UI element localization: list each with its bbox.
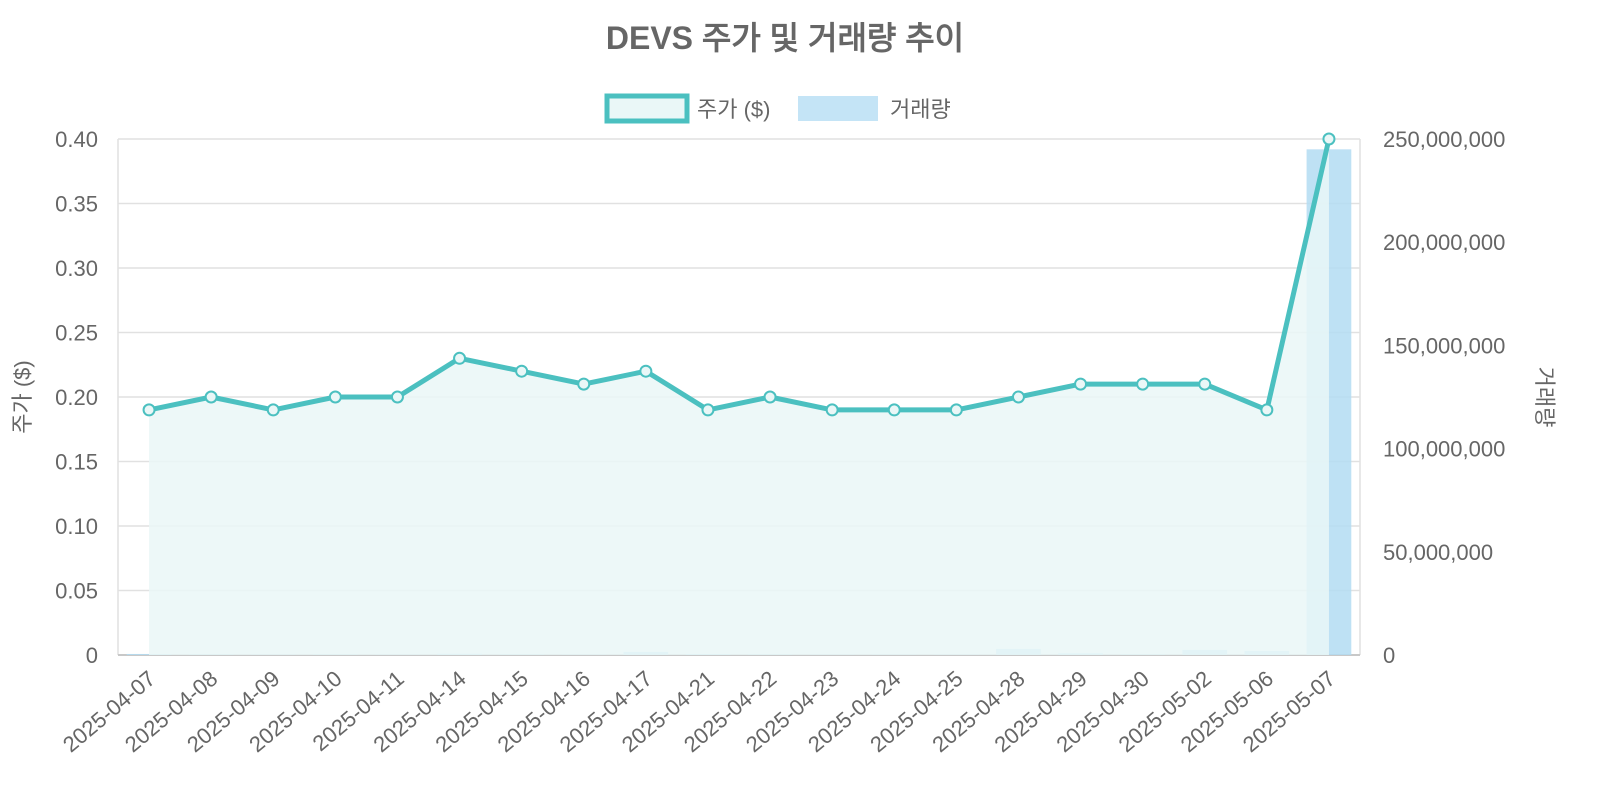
legend-swatch-price [604,93,690,124]
y-axis-right-title: 거래량 [1532,367,1557,428]
y-left-tick-label: 0.15 [55,450,98,475]
price-point [1260,403,1274,417]
legend-label-price: 주가 ($) [697,97,770,122]
price-point [142,403,156,417]
y-left-tick-label: 0.10 [55,514,98,539]
y-left-tick-label: 0.35 [55,192,98,217]
price-point [1011,390,1025,404]
price-point [949,403,963,417]
y-left-tick-label: 0 [86,643,98,668]
chart-title: DEVS 주가 및 거래량 추이 [606,20,964,56]
y-left-tick-label: 0.05 [55,579,98,604]
price-point [1074,377,1088,391]
price-point [1198,377,1212,391]
price-point [763,390,777,404]
price-point [1136,377,1150,391]
price-point [453,351,467,365]
price-area-fill [149,139,1329,655]
price-point [266,403,280,417]
price-point [328,390,342,404]
price-point [887,403,901,417]
price-point [639,364,653,378]
price-point [577,377,591,391]
y-right-tick-label: 100,000,000 [1383,437,1505,462]
legend-label-volume: 거래량 [890,97,951,122]
y-left-tick-label: 0.25 [55,321,98,346]
y-right-tick-label: 150,000,000 [1383,333,1505,358]
price-point [204,390,218,404]
y-right-tick-label: 250,000,000 [1383,127,1505,152]
y-left-tick-label: 0.30 [55,256,98,281]
price-line [148,138,1332,413]
price-point [515,364,529,378]
legend-swatch-volume [798,96,878,121]
price-point [1322,132,1336,146]
y-right-tick-label: 200,000,000 [1383,230,1505,255]
price-point [390,390,404,404]
y-axis-left-title: 주가 ($) [10,360,35,433]
price-point [701,403,715,417]
y-right-tick-label: 0 [1383,643,1395,668]
y-left-tick-label: 0.20 [55,385,98,410]
y-left-tick-label: 0.40 [55,127,98,152]
y-right-tick-label: 50,000,000 [1383,540,1493,565]
legend: 주가 ($) 거래량 [604,93,951,124]
price-point [825,403,839,417]
